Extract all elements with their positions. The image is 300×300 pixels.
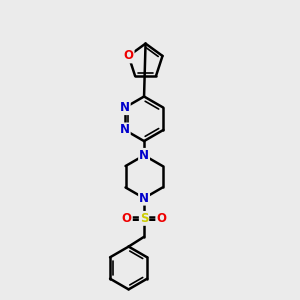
- Text: N: N: [139, 149, 149, 162]
- Text: O: O: [156, 212, 166, 225]
- Text: O: O: [124, 50, 134, 62]
- Text: O: O: [122, 212, 132, 225]
- Text: N: N: [120, 101, 130, 114]
- Text: N: N: [139, 192, 149, 205]
- Text: N: N: [120, 123, 130, 136]
- Text: S: S: [140, 212, 148, 225]
